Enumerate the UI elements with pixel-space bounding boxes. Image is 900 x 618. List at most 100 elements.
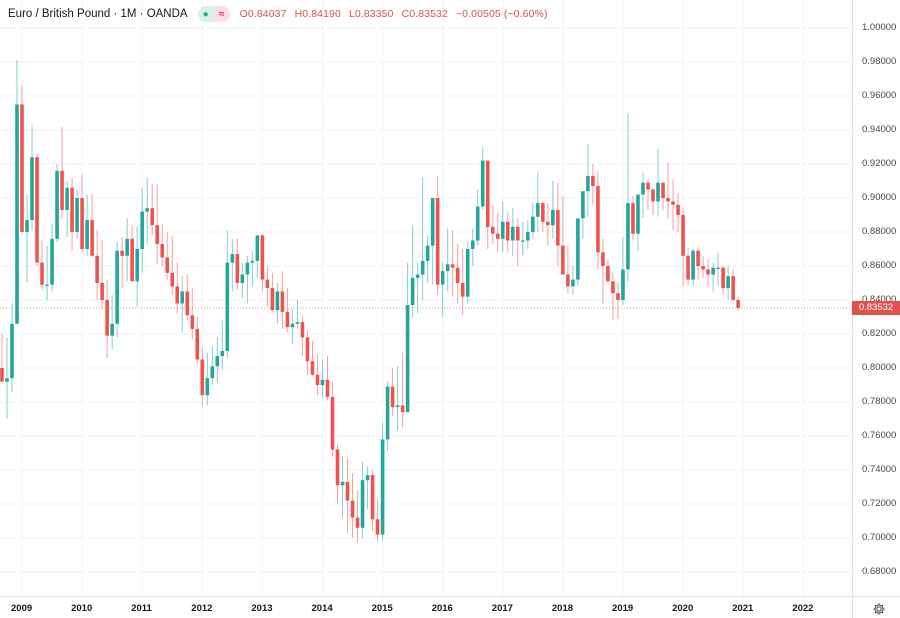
- candle-body[interactable]: [420, 260, 425, 275]
- candle-body[interactable]: [380, 439, 385, 535]
- candle-body[interactable]: [716, 267, 720, 269]
- candle-body[interactable]: [320, 379, 325, 385]
- candle-body[interactable]: [536, 203, 540, 217]
- candle-body[interactable]: [721, 267, 725, 289]
- candle-body[interactable]: [360, 480, 365, 528]
- candle-body[interactable]: [55, 170, 59, 239]
- candle-body[interactable]: [70, 187, 74, 232]
- candle-body[interactable]: [235, 254, 240, 283]
- candle-body[interactable]: [701, 266, 705, 270]
- candle-body[interactable]: [25, 220, 29, 232]
- candle-body[interactable]: [691, 250, 695, 280]
- candle-body[interactable]: [510, 226, 515, 241]
- candle-body[interactable]: [541, 203, 545, 222]
- candle-body[interactable]: [460, 283, 465, 297]
- candle-body[interactable]: [250, 260, 255, 263]
- candle-body[interactable]: [430, 198, 435, 246]
- candle-body[interactable]: [561, 245, 565, 275]
- candle-body[interactable]: [641, 182, 645, 195]
- candle-body[interactable]: [515, 226, 520, 241]
- candle-body[interactable]: [315, 374, 320, 385]
- candle-body[interactable]: [240, 274, 245, 284]
- candle-body[interactable]: [30, 157, 34, 221]
- candle-body[interactable]: [260, 235, 265, 280]
- gear-icon[interactable]: [872, 602, 886, 616]
- candle-body[interactable]: [90, 220, 94, 256]
- candle-body[interactable]: [275, 291, 280, 311]
- candle-body[interactable]: [160, 243, 165, 258]
- candle-body[interactable]: [270, 288, 275, 311]
- candle-body[interactable]: [255, 235, 260, 261]
- candle-body[interactable]: [205, 378, 210, 396]
- candle-body[interactable]: [135, 249, 139, 282]
- candle-body[interactable]: [35, 157, 39, 263]
- candle-body[interactable]: [526, 232, 530, 241]
- candle-body[interactable]: [140, 211, 144, 249]
- candle-body[interactable]: [626, 203, 630, 270]
- candle-body[interactable]: [215, 356, 220, 367]
- candle-body[interactable]: [305, 337, 310, 362]
- candle-body[interactable]: [440, 271, 445, 285]
- candle-body[interactable]: [50, 238, 54, 285]
- candle-body[interactable]: [365, 475, 370, 481]
- candle-body[interactable]: [651, 189, 655, 202]
- candle-body[interactable]: [80, 198, 84, 249]
- candle-body[interactable]: [505, 221, 510, 241]
- candle-body[interactable]: [390, 386, 395, 408]
- candle-body[interactable]: [400, 405, 405, 413]
- candle-body[interactable]: [586, 175, 590, 192]
- candle-body[interactable]: [706, 269, 710, 275]
- candle-body[interactable]: [571, 279, 575, 287]
- candle-body[interactable]: [425, 245, 430, 261]
- candle-body[interactable]: [345, 481, 350, 501]
- candle-body[interactable]: [646, 182, 650, 190]
- candle-body[interactable]: [60, 170, 64, 210]
- candle-body[interactable]: [350, 500, 355, 518]
- market-status-dot-icon[interactable]: ●: [197, 6, 214, 22]
- candle-body[interactable]: [190, 315, 195, 329]
- candle-body[interactable]: [611, 281, 615, 294]
- candle-body[interactable]: [566, 274, 570, 287]
- candle-body[interactable]: [325, 379, 330, 397]
- candle-body[interactable]: [210, 366, 215, 379]
- candle-body[interactable]: [500, 221, 505, 239]
- approx-data-icon[interactable]: ≈: [213, 6, 230, 22]
- candle-body[interactable]: [300, 322, 305, 338]
- candle-body[interactable]: [661, 182, 665, 198]
- candle-body[interactable]: [75, 198, 79, 232]
- candle-body[interactable]: [681, 215, 685, 256]
- candle-body[interactable]: [115, 250, 119, 324]
- candle-body[interactable]: [330, 396, 335, 450]
- candle-body[interactable]: [85, 220, 89, 249]
- candle-body[interactable]: [130, 238, 134, 282]
- candle-body[interactable]: [20, 104, 24, 233]
- candle-body[interactable]: [105, 300, 109, 336]
- candle-body[interactable]: [455, 267, 460, 283]
- candle-body[interactable]: [475, 206, 480, 241]
- candle-body[interactable]: [95, 255, 99, 283]
- candle-body[interactable]: [435, 198, 440, 285]
- candle-body[interactable]: [731, 276, 735, 300]
- candle-body[interactable]: [110, 323, 114, 336]
- candle-body[interactable]: [686, 255, 690, 280]
- candle-body[interactable]: [185, 291, 190, 316]
- candle-body[interactable]: [465, 249, 470, 297]
- candle-body[interactable]: [335, 449, 340, 486]
- candle-body[interactable]: [736, 300, 740, 308]
- candle-body[interactable]: [591, 175, 595, 187]
- candle-body[interactable]: [40, 262, 44, 285]
- candle-body[interactable]: [601, 252, 605, 266]
- symbol-title[interactable]: Euro / British Pound · 1M · OANDA: [8, 8, 188, 20]
- candle-body[interactable]: [546, 221, 550, 226]
- candle-body[interactable]: [225, 262, 230, 351]
- candle-body[interactable]: [155, 225, 160, 244]
- candle-body[interactable]: [0, 368, 4, 382]
- candle-body[interactable]: [410, 277, 415, 306]
- candle-body[interactable]: [10, 323, 14, 379]
- candle-body[interactable]: [310, 361, 315, 375]
- candle-body[interactable]: [5, 378, 9, 382]
- candle-body[interactable]: [385, 386, 390, 440]
- candle-body[interactable]: [220, 351, 225, 357]
